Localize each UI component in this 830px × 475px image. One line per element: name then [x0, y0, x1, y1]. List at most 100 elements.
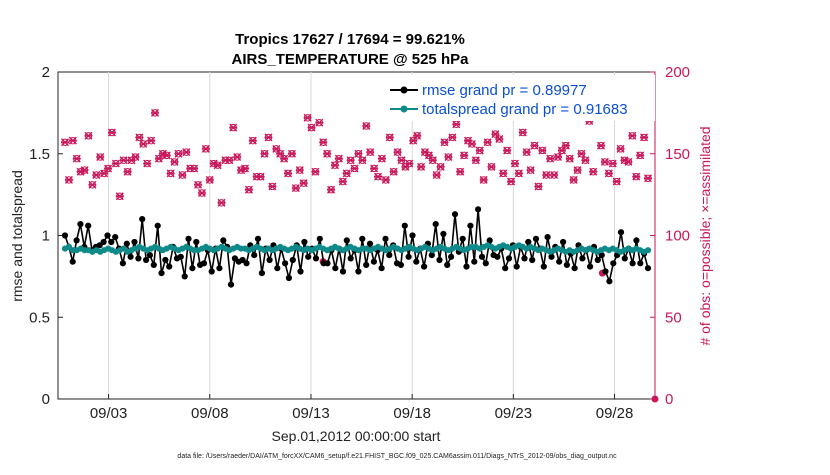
rmse-point: [606, 278, 613, 285]
x-tick-label: 09/23: [495, 405, 533, 422]
obs-assimilated-marker: [479, 175, 488, 184]
rmse-point: [127, 253, 134, 260]
obs-assimilated-marker: [432, 171, 441, 179]
rmse-point: [289, 256, 296, 264]
obs-assimilated-marker: [456, 167, 465, 176]
rmse-point: [251, 252, 258, 259]
obs-assimilated-marker: [154, 154, 163, 163]
y-axis-label-left: rmse and totalspread: [9, 170, 25, 302]
obs-assimilated-marker: [194, 180, 203, 189]
rmse-point: [436, 256, 443, 264]
obs-assimilated-marker: [413, 131, 422, 140]
obs-assimilated-marker: [589, 167, 598, 176]
rmse-point: [475, 206, 482, 213]
rmse-point: [181, 273, 188, 280]
rmse-point: [254, 235, 262, 242]
rmse-point: [629, 260, 636, 267]
rmse-point: [366, 240, 374, 247]
y-tick-label-left: 0.5: [29, 309, 50, 326]
rmse-point: [421, 263, 428, 270]
obs-assimilated-marker: [608, 159, 617, 168]
obs-assimilated-marker: [581, 156, 590, 165]
obs-assimilated-marker: [370, 164, 379, 173]
legend-box: [387, 75, 655, 121]
obs-assimilated-marker: [475, 146, 484, 155]
y-tick-label-left: 2: [42, 64, 50, 81]
obs-assimilated-marker: [96, 153, 105, 162]
obs-assimilated-marker: [143, 159, 152, 168]
rmse-point: [633, 237, 640, 244]
obs-assimilated-marker: [487, 162, 496, 171]
data-file-footer: data file: /Users/raeder/DAI/ATM_forcXX/…: [177, 453, 617, 460]
obs-assimilated-marker: [256, 172, 265, 181]
rmse-point: [343, 237, 350, 244]
rmse-point: [513, 263, 520, 270]
rmse-point: [579, 255, 586, 262]
obs-assimilated-marker: [225, 156, 234, 165]
obs-assimilated-marker: [546, 154, 555, 163]
obs-assimilated-marker: [260, 149, 269, 158]
totalspread-point: [644, 247, 652, 254]
rmse-point: [637, 260, 644, 267]
rmse-point: [401, 222, 408, 229]
rmse-point: [363, 261, 370, 268]
rmse-point: [312, 255, 320, 262]
obs-assimilated-marker: [244, 185, 253, 194]
obs-assimilated-marker: [291, 184, 300, 193]
rmse-point: [405, 253, 412, 260]
rmse-point: [220, 237, 227, 244]
obs-assimilated-marker: [334, 154, 343, 163]
rmse-point: [444, 261, 451, 268]
rmse-point: [73, 237, 80, 244]
obs-assimilated-marker: [327, 185, 336, 194]
rmse-point: [471, 258, 478, 265]
obs-assimilated-marker: [397, 156, 406, 165]
y-tick-label-right: 50: [665, 309, 682, 326]
obs-assimilated-marker: [393, 148, 402, 157]
obs-assimilated-marker: [448, 133, 457, 142]
obs-assimilated-marker: [483, 138, 492, 147]
rmse-point: [77, 221, 84, 228]
obs-assimilated-marker: [174, 149, 183, 158]
rmse-point: [282, 260, 289, 267]
obs-assimilated-marker: [178, 171, 187, 179]
obs-assimilated-marker: [518, 128, 527, 137]
obs-assimilated-marker: [538, 146, 547, 155]
rmse-point: [150, 261, 157, 268]
x-tick-label: 09/08: [191, 405, 229, 422]
rmse-point: [274, 265, 281, 272]
rmse-point: [644, 265, 652, 272]
obs-assimilated-marker: [80, 166, 89, 175]
rmse-spread-series: [61, 206, 652, 288]
obs-assimilated-marker: [358, 156, 367, 165]
rmse-point: [61, 232, 69, 239]
axes: 09/03 09/08 09/13 09/18 09/23 09/2800.511.520…: [29, 64, 690, 422]
obs-assimilated-marker: [573, 166, 582, 175]
y-tick-label-right: 0: [665, 391, 673, 408]
rmse-point: [131, 238, 138, 246]
obs-assimilated-marker: [213, 161, 222, 170]
y-tick-label-right: 200: [665, 64, 690, 81]
obs-assimilated-marker: [346, 156, 355, 165]
obs-assimilated-marker: [123, 167, 132, 176]
rmse-point: [440, 230, 447, 237]
obs-assimilated-marker: [569, 175, 578, 184]
obs-assimilated-marker: [557, 146, 566, 155]
rmse-point: [162, 256, 169, 264]
obs-assimilated-marker: [303, 113, 312, 122]
obs-assimilated-marker: [72, 154, 81, 163]
obs-assimilated-marker: [151, 108, 160, 117]
rmse-point: [146, 252, 153, 259]
obs-assimilated-marker: [624, 157, 633, 166]
obs-assimilated-marker: [229, 123, 238, 132]
legend-spread-marker: [400, 105, 408, 113]
obs-assimilated-marker: [510, 159, 519, 168]
rmse-point: [285, 274, 292, 282]
rmse-point: [525, 238, 532, 246]
obs-assimilated-marker: [115, 192, 124, 201]
obs-assimilated-marker: [452, 120, 461, 129]
rmse-point: [166, 263, 173, 270]
rmse-point: [382, 235, 389, 242]
obs-assimilated-marker: [233, 153, 242, 162]
